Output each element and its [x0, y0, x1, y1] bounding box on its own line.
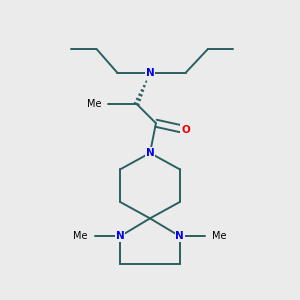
Text: N: N: [146, 148, 154, 158]
Text: Me: Me: [74, 231, 88, 241]
Text: Me: Me: [87, 99, 101, 109]
Text: N: N: [175, 231, 184, 241]
Text: Me: Me: [212, 231, 226, 241]
Text: N: N: [146, 68, 154, 78]
Text: O: O: [181, 125, 190, 135]
Text: N: N: [116, 231, 125, 241]
